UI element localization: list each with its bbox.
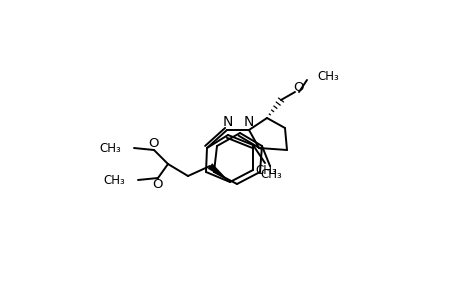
Text: O: O — [152, 178, 163, 191]
Text: O: O — [148, 136, 159, 149]
Polygon shape — [207, 163, 230, 182]
Text: O: O — [293, 80, 303, 94]
Text: CH₃: CH₃ — [316, 70, 338, 83]
Text: CH₃: CH₃ — [255, 164, 276, 176]
Text: N: N — [243, 115, 254, 129]
Text: CH₃: CH₃ — [259, 167, 281, 181]
Text: CH₃: CH₃ — [99, 142, 121, 154]
Text: N: N — [222, 115, 233, 129]
Text: CH₃: CH₃ — [103, 173, 125, 187]
